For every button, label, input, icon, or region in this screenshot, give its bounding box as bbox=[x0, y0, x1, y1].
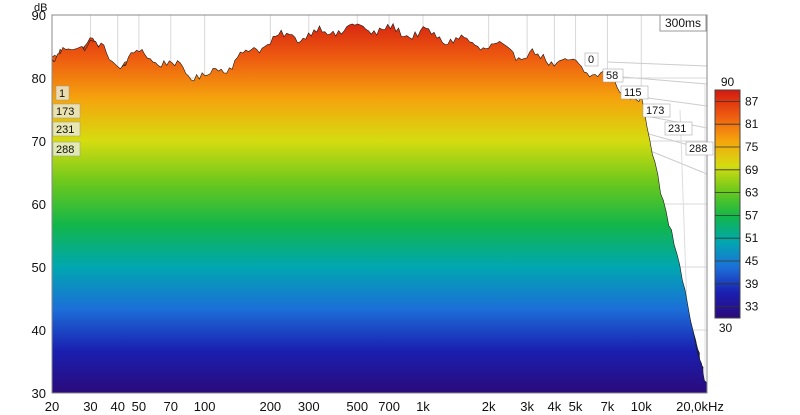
x-tick-label: 20 bbox=[45, 399, 59, 414]
depth-label-box bbox=[55, 85, 70, 101]
x-tick-label: 20,0kHz bbox=[676, 399, 724, 414]
depth-label-left: 231 bbox=[56, 124, 74, 136]
x-tick-label: 3k bbox=[520, 399, 534, 414]
y-tick-label: 30 bbox=[32, 386, 46, 401]
y-tick-label: 70 bbox=[32, 134, 46, 149]
x-tick-label: 40 bbox=[110, 399, 124, 414]
colorbar-tick-label: 69 bbox=[745, 163, 759, 177]
y-axis-ticks: 90 80 70 60 50 40 30 bbox=[32, 8, 46, 401]
colorbar-tick-label: 81 bbox=[745, 117, 759, 131]
x-tick-label: 7k bbox=[601, 399, 615, 414]
colorbar-tick-label: 75 bbox=[745, 140, 759, 154]
colorbar-tick-label: 57 bbox=[745, 208, 759, 222]
x-tick-label: 70 bbox=[164, 399, 178, 414]
x-tick-label: 500 bbox=[346, 399, 368, 414]
waterfall-slices bbox=[52, 22, 707, 393]
colorbar-min-label: 30 bbox=[719, 321, 733, 335]
depth-label-box bbox=[52, 103, 81, 119]
x-tick-label: 5k bbox=[569, 399, 583, 414]
depth-label-left: 173 bbox=[56, 106, 74, 118]
x-tick-label: 10k bbox=[631, 399, 652, 414]
x-tick-label: 700 bbox=[378, 399, 400, 414]
colorbar-tick-label: 39 bbox=[745, 277, 759, 291]
y-tick-label: 50 bbox=[32, 260, 46, 275]
x-tick-label: 30 bbox=[83, 399, 97, 414]
y-tick-label: 80 bbox=[32, 71, 46, 86]
x-tick-label: 4k bbox=[548, 399, 562, 414]
plot-frame bbox=[51, 14, 708, 394]
slice-line bbox=[52, 22, 707, 384]
depth-label-box bbox=[602, 68, 624, 83]
depth-label-box bbox=[685, 141, 714, 156]
y-tick-label: 90 bbox=[32, 8, 46, 23]
depth-labels-left: 1 173 231 288 bbox=[52, 85, 81, 157]
colorbar-max-label: 90 bbox=[721, 75, 735, 89]
depth-label-box bbox=[52, 141, 81, 157]
depth-label-box bbox=[664, 121, 693, 136]
colorbar-tick-label: 87 bbox=[745, 94, 759, 108]
y-tick-label: 40 bbox=[32, 323, 46, 338]
x-axis-ticks: 20 30 40 50 70 100 200 300 500 700 1k 2k 3k 4k 5k 7k 10k… bbox=[45, 399, 724, 414]
depth-label-right: 58 bbox=[606, 70, 618, 82]
x-tick-label: 300 bbox=[298, 399, 320, 414]
time-label-box: 300ms bbox=[659, 14, 707, 32]
depth-label-box bbox=[620, 85, 649, 100]
depth-label-right: 231 bbox=[668, 123, 686, 135]
x-tick-label: 50 bbox=[132, 399, 146, 414]
colorbar-tick-label: 33 bbox=[745, 300, 759, 314]
time-label: 300ms bbox=[665, 16, 701, 30]
x-tick-label: 100 bbox=[194, 399, 216, 414]
depth-label-right: 115 bbox=[624, 87, 642, 99]
depth-label-right: 288 bbox=[689, 143, 707, 155]
colorbar: 90 30 87 81 75 69 63 57 51 45 39 33 bbox=[714, 75, 759, 335]
depth-guide-line bbox=[607, 61, 708, 67]
slice-fill bbox=[52, 23, 707, 393]
y-tick-label: 60 bbox=[32, 197, 46, 212]
depth-label-box bbox=[642, 103, 671, 118]
depth-guide-line bbox=[610, 75, 708, 85]
x-tick-label: 2k bbox=[482, 399, 496, 414]
depth-label-box bbox=[584, 52, 599, 67]
colorbar-swatch bbox=[714, 89, 741, 319]
y-axis-label: dB bbox=[34, 2, 47, 14]
colorbar-tick-label: 51 bbox=[745, 231, 759, 245]
time-label-background bbox=[659, 14, 707, 32]
depth-label-left: 288 bbox=[56, 144, 74, 156]
depth-label-left: 1 bbox=[59, 88, 65, 100]
colorbar-tick-label: 45 bbox=[745, 254, 759, 268]
colorbar-tick-label: 63 bbox=[745, 186, 759, 200]
depth-label-box bbox=[52, 121, 81, 137]
depth-guide-line bbox=[647, 149, 708, 175]
depth-label-right: 173 bbox=[646, 105, 664, 117]
x-tick-label: 1k bbox=[416, 399, 430, 414]
x-tick-label: 200 bbox=[259, 399, 281, 414]
depth-label-right: 0 bbox=[588, 54, 594, 66]
